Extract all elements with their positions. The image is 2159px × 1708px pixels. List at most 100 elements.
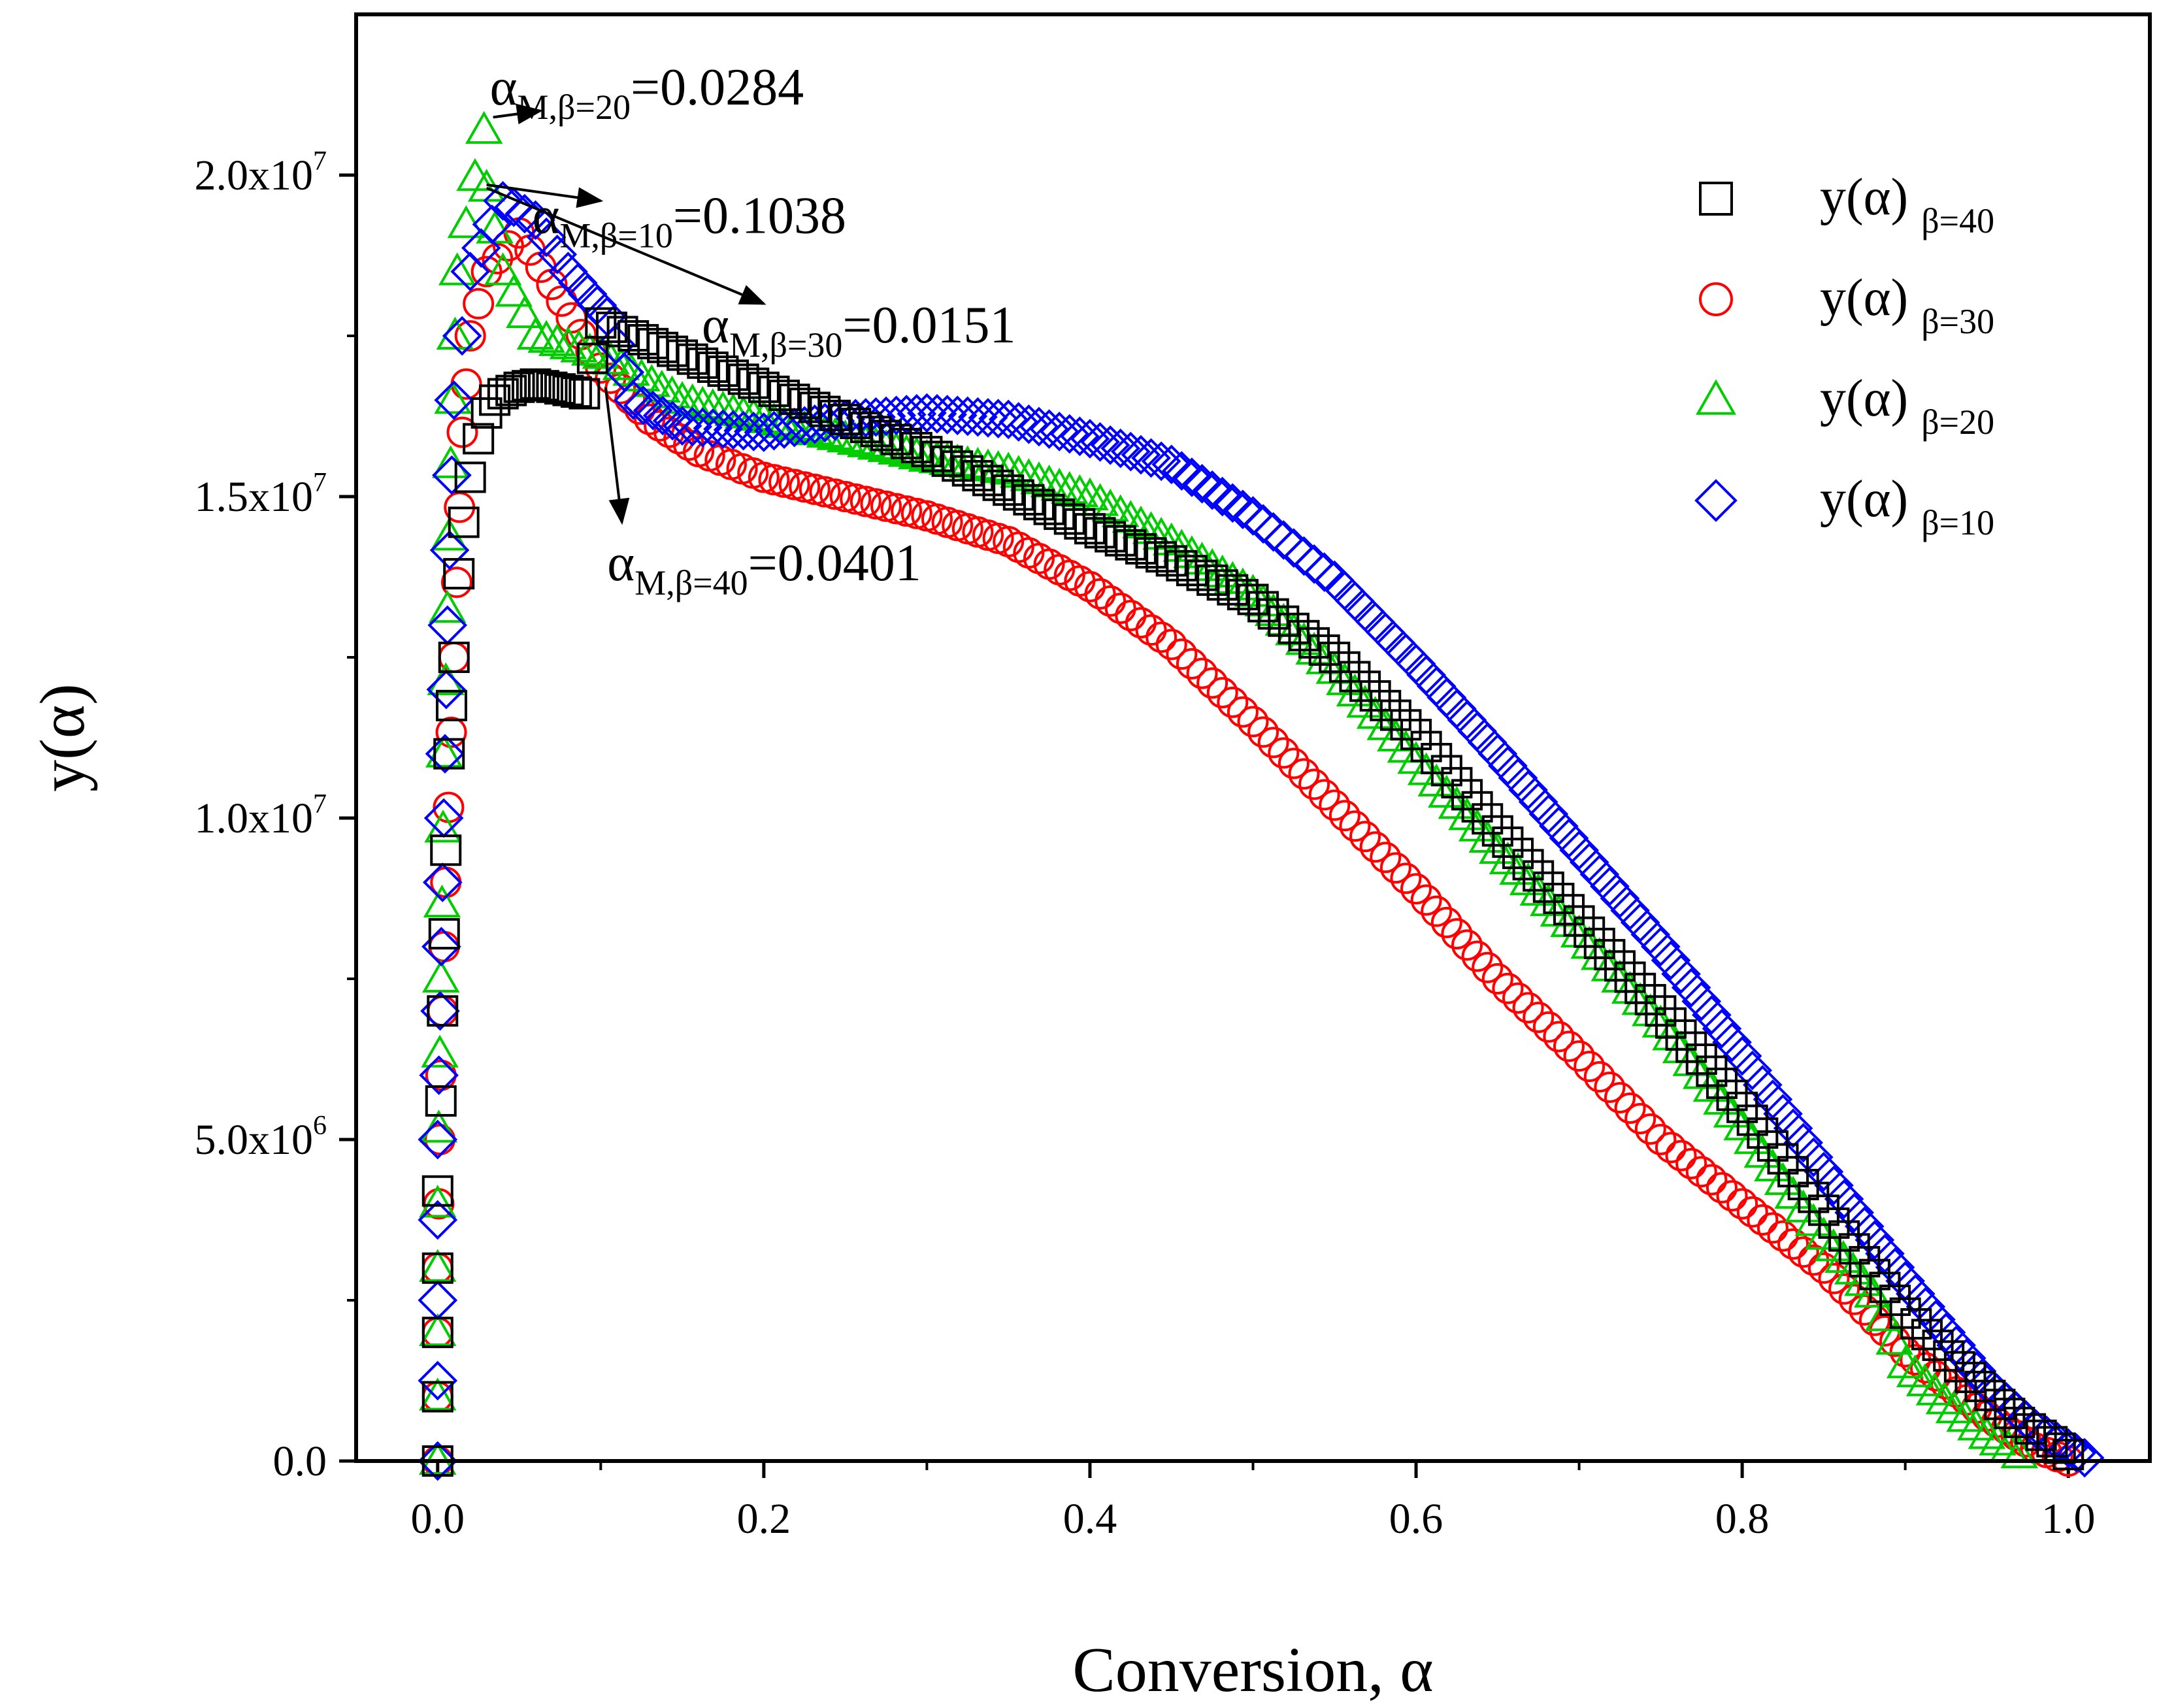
annotation-arrow xyxy=(604,387,630,525)
data-point-diamond xyxy=(958,397,998,437)
data-point-square xyxy=(880,423,912,455)
data-point-diamond xyxy=(422,862,463,902)
series-triangle xyxy=(419,110,2039,1475)
data-point-diamond xyxy=(917,393,957,434)
y-tick-label: 1.0x107 xyxy=(195,789,327,842)
data-point-circle xyxy=(840,483,872,515)
data-point-circle xyxy=(1838,1283,1870,1315)
y-tick-mantissa: 5.0x10 xyxy=(195,1116,314,1164)
data-point-square xyxy=(1964,1370,1996,1402)
data-point-diamond xyxy=(672,406,713,447)
data-point-circle xyxy=(1441,918,1473,950)
data-point-diamond xyxy=(897,393,937,434)
data-point-diamond xyxy=(418,1119,458,1160)
annotation-arrow xyxy=(486,183,604,208)
data-point-square xyxy=(1685,1043,1717,1075)
annotation-b30: αM,β=30=0.0151 xyxy=(486,186,1016,365)
data-point-diamond xyxy=(1895,1273,1936,1314)
data-point-circle xyxy=(789,471,821,503)
data-point-diamond xyxy=(1600,878,1640,919)
data-point-triangle xyxy=(538,323,576,356)
data-point-diamond xyxy=(907,393,947,433)
data-point-circle xyxy=(1430,906,1462,938)
data-point-diamond xyxy=(1263,520,1304,560)
data-point-diamond xyxy=(1284,536,1324,576)
data-point-diamond xyxy=(442,316,482,356)
data-point-square xyxy=(911,436,943,468)
data-point-diamond xyxy=(429,530,470,570)
data-point-diamond xyxy=(1539,806,1579,846)
data-point-circle xyxy=(1481,963,1513,994)
data-point-diamond xyxy=(642,395,683,436)
data-point-circle xyxy=(1553,1030,1585,1062)
data-point-square xyxy=(676,343,708,375)
data-point-circle xyxy=(1512,992,1544,1024)
data-point-diamond xyxy=(1753,1079,1793,1119)
data-point-square xyxy=(942,450,974,482)
data-point-diamond xyxy=(1274,528,1314,568)
x-tick-label: 0.0 xyxy=(411,1495,465,1543)
data-point-square xyxy=(1461,791,1493,823)
data-point-triangle xyxy=(430,517,468,551)
data-point-square xyxy=(1849,1245,1881,1277)
data-point-circle xyxy=(1807,1252,1839,1284)
data-point-square xyxy=(1053,503,1085,535)
data-point-diamond xyxy=(1212,483,1253,523)
y-tick-exponent: 7 xyxy=(313,468,327,498)
x-axis-title: Conversion, α xyxy=(1072,1635,1433,1705)
y-axis-title: y(α) xyxy=(27,683,98,792)
data-point-diamond xyxy=(968,398,1008,438)
data-point-circle xyxy=(768,466,800,498)
data-point-square xyxy=(425,1085,457,1117)
data-point-circle xyxy=(1594,1072,1626,1104)
data-point-diamond xyxy=(426,669,467,710)
data-point-circle xyxy=(1298,768,1330,800)
data-point-square xyxy=(1574,916,1606,948)
data-point-square xyxy=(778,384,810,416)
data-point-square xyxy=(519,368,552,400)
data-point-square xyxy=(840,408,872,440)
data-point-circle xyxy=(1288,758,1320,790)
data-point-diamond xyxy=(876,395,916,436)
data-point-square xyxy=(443,558,475,590)
data-point-square xyxy=(1634,983,1666,1015)
x-tick-label: 0.6 xyxy=(1389,1495,1443,1543)
data-point-diamond xyxy=(1182,463,1222,504)
data-point-circle xyxy=(1421,895,1453,927)
data-point-diamond xyxy=(1579,854,1620,895)
y-tick-mantissa: 1.0x10 xyxy=(195,795,314,842)
data-point-diamond xyxy=(425,734,465,774)
data-point-square xyxy=(1828,1220,1860,1252)
data-point-triangle xyxy=(745,400,783,433)
annotations: αM,β=20=0.0284 αM,β=10=0.1038 αM,β=30=0.01… xyxy=(486,59,1016,602)
legend-label: y(α) β=10 xyxy=(1820,470,1994,542)
data-point-square xyxy=(576,342,608,374)
data-point-square xyxy=(1390,709,1422,741)
data-point-diamond xyxy=(1488,746,1528,786)
data-point-triangle xyxy=(419,1185,457,1218)
data-point-square xyxy=(707,355,739,387)
data-point-circle xyxy=(454,320,486,352)
annotation-label: αM,β=20=0.0284 xyxy=(490,59,804,127)
data-point-square xyxy=(1074,513,1106,545)
data-point-circle xyxy=(1268,737,1300,769)
data-point-square xyxy=(1145,541,1178,573)
data-point-square xyxy=(789,387,821,419)
data-point-triangle xyxy=(989,452,1027,485)
data-point-diamond xyxy=(419,1055,459,1095)
data-point-diamond xyxy=(1172,457,1212,497)
data-point-circle xyxy=(1247,716,1279,748)
data-point-diamond xyxy=(1121,435,1161,475)
data-point-circle xyxy=(860,488,892,520)
data-point-diamond xyxy=(1253,512,1294,552)
data-point-square xyxy=(1726,1091,1758,1123)
data-point-square xyxy=(1604,950,1636,982)
data-point-circle xyxy=(849,485,882,517)
data-point-circle xyxy=(1696,1164,1728,1196)
data-point-triangle xyxy=(857,427,895,460)
data-point-circle xyxy=(900,497,932,529)
data-point-diamond xyxy=(948,396,988,436)
data-point-square xyxy=(1370,689,1402,721)
data-point-square xyxy=(1135,537,1167,569)
data-point-square xyxy=(1186,559,1218,591)
